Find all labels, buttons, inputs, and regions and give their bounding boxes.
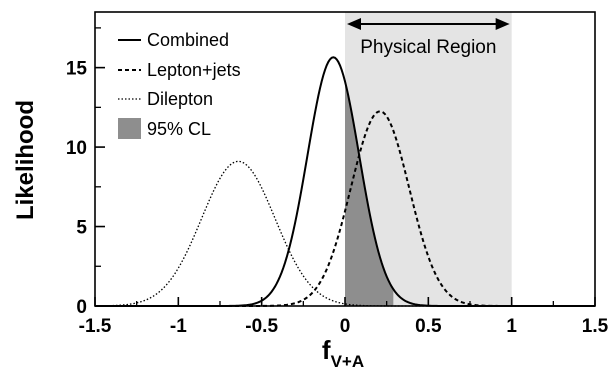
legend-label-95cl: 95% CL [147, 119, 211, 139]
background-layer [345, 12, 512, 307]
x-axis-title: fV+A [322, 335, 364, 371]
y-tick-label: 5 [76, 218, 87, 239]
x-tick-label: -1.5 [79, 316, 112, 337]
x-axis-title-main: f [322, 335, 331, 365]
arrow-right-head [495, 18, 510, 30]
x-tick-label: 0.5 [415, 316, 442, 337]
x-tick-label: -0.5 [245, 316, 278, 337]
physical-region-label: Physical Region [360, 37, 496, 58]
x-tick-label: 1 [506, 316, 517, 337]
y-tick-label: 10 [66, 138, 87, 159]
x-tick-label: 0 [340, 316, 351, 337]
axis-layer: -1.5 -1 -0.5 0 0.5 1 1.5 0 5 10 15 [66, 11, 609, 337]
legend-label-combined: Combined [147, 30, 229, 50]
arrow-left-head [347, 18, 361, 30]
legend-swatch-95cl [118, 118, 141, 139]
legend: Combined Lepton+jets Dilepton 95% CL [118, 30, 241, 139]
y-tick-label: 15 [66, 59, 88, 80]
legend-label-dilepton: Dilepton [147, 89, 213, 109]
x-tick-label: -1 [170, 316, 187, 337]
x-tick-label: 1.5 [582, 316, 609, 337]
legend-label-lepton-jets: Lepton+jets [147, 60, 241, 80]
y-tick-label: 0 [76, 297, 87, 318]
physical-region-annotation: Physical Region [347, 18, 510, 58]
y-axis-title: Likelihood [12, 100, 39, 220]
x-axis-title-sub: V+A [331, 352, 365, 371]
confidence-band-95cl [345, 81, 394, 307]
